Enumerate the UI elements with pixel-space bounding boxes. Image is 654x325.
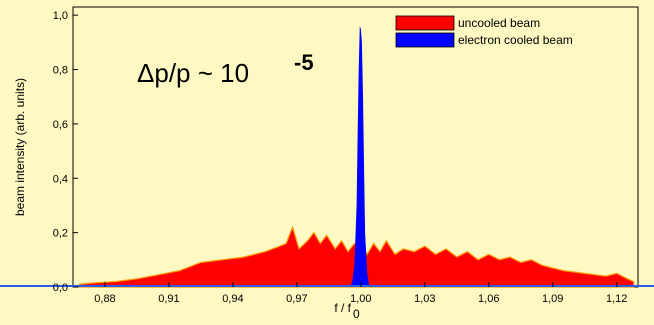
y-tick-label: 0,2 (53, 228, 68, 240)
y-tick-label: 0,6 (53, 119, 68, 131)
x-axis-label-subscript: 0 (353, 307, 360, 321)
series-areas (78, 26, 635, 288)
x-tick-label: 0,91 (158, 293, 179, 305)
annotation-base: Δp/p ~ 10 (137, 58, 249, 88)
y-tick-label: 0,8 (53, 65, 68, 77)
x-tick-label: 0,94 (222, 293, 243, 305)
x-ticks: 0,88 0,91 0,94 0,97 1,00 1,03 1,06 1,09 1,12 (94, 282, 627, 305)
annotation-exponent: -5 (294, 50, 314, 75)
y-ticks: 0,0 0,2 0,4 0,6 0,8 1,0 (53, 10, 78, 294)
legend-swatch-cooled (395, 32, 455, 48)
x-tick-label: 1,03 (414, 293, 435, 305)
legend-label-cooled: electron cooled beam (458, 33, 573, 47)
legend-label-uncooled: uncooled beam (458, 16, 540, 30)
delta-p-annotation: Δp/p ~ 10 -5 (137, 50, 314, 88)
x-tick-label: 1,12 (606, 293, 627, 305)
x-tick-label: 1,09 (542, 293, 563, 305)
y-tick-label: 1,0 (53, 10, 68, 22)
x-tick-label: 0,88 (94, 293, 115, 305)
x-tick-label: 1,00 (350, 293, 371, 305)
x-axis-label: f / f (334, 301, 351, 315)
y-tick-label: 0,4 (53, 173, 68, 185)
y-axis-label: beam intensity (arb. units) (13, 78, 27, 216)
legend-swatch-uncooled (395, 15, 455, 31)
legend: uncooled beam electron cooled beam (395, 15, 573, 48)
x-tick-label: 1,06 (478, 293, 499, 305)
series-area-1 (350, 26, 370, 287)
x-tick-label: 0,97 (286, 293, 307, 305)
y-tick-label: 0,0 (53, 282, 68, 294)
